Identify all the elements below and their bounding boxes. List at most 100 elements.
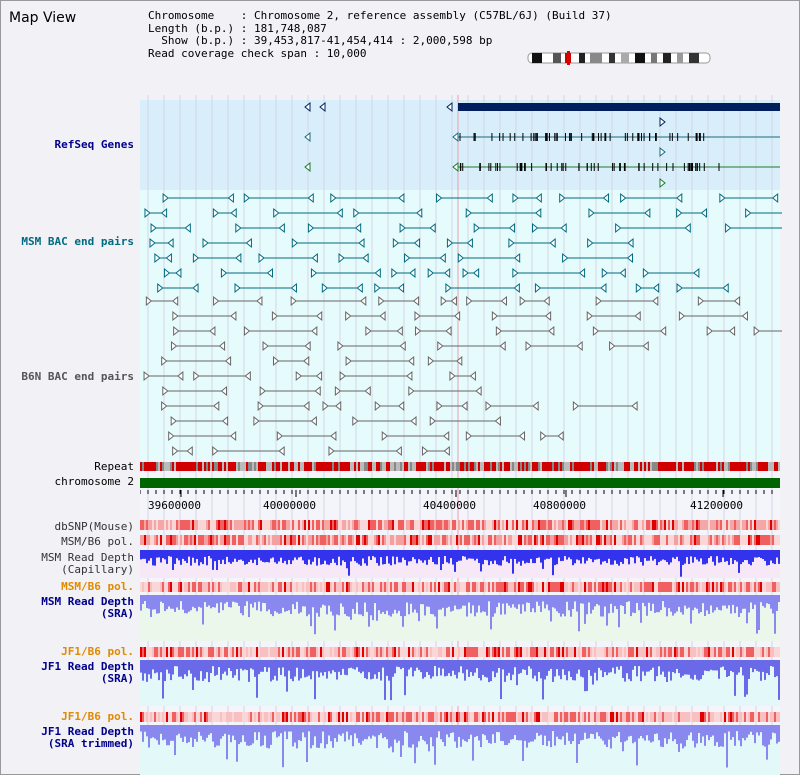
msm-sra-depth xyxy=(612,595,614,613)
msm-capillary-depth xyxy=(534,550,536,564)
dbsnp-cell xyxy=(444,520,446,530)
jf1-trimmed-depth xyxy=(254,725,256,733)
jf1-sra-depth xyxy=(612,660,614,668)
msm-capillary-depth xyxy=(752,550,754,562)
msm-sra-pol-cell xyxy=(444,582,446,592)
track-area[interactable]: 39600000 40000000 40400000 40800000 41200000 xyxy=(140,10,782,775)
b6n-bac-end xyxy=(143,370,150,382)
jf1-trim-pol-cell xyxy=(610,712,612,722)
msm-sra-depth xyxy=(252,595,254,608)
jf1-trimmed-depth xyxy=(638,725,640,739)
msm-capillary-depth xyxy=(574,550,576,564)
dbsnp-cell xyxy=(184,520,186,530)
jf1-sra-depth xyxy=(742,660,744,676)
msm-capillary-depth xyxy=(476,550,478,559)
b6n-bac-end xyxy=(548,325,555,337)
jf1-trim-pol-cell xyxy=(310,712,312,722)
refseq-track[interactable] xyxy=(304,101,780,189)
msm-sra-pol-cell xyxy=(398,582,400,592)
b6n-bac-track[interactable] xyxy=(143,295,782,457)
msm-capillary-depth xyxy=(342,550,344,561)
jf1-trim-pol-cell xyxy=(594,712,596,722)
msm-pol-cell xyxy=(148,535,150,545)
polymorphism-depth-tracks[interactable] xyxy=(140,520,780,775)
jf1-pol-cell xyxy=(346,647,348,657)
msm-capillary-depth xyxy=(188,550,190,557)
jf1-trimmed-depth xyxy=(574,725,576,734)
msm-sra-pol-cell xyxy=(264,582,266,592)
msm-pol-cell xyxy=(238,535,240,545)
jf1-trimmed-depth xyxy=(308,725,310,732)
b6n-bac-end xyxy=(495,325,503,337)
jf1-pol-cell xyxy=(242,647,244,657)
jf1-pol-cell xyxy=(354,647,356,657)
msm-bac-end xyxy=(626,252,634,264)
repeat-block xyxy=(274,462,276,471)
repeat-block xyxy=(258,462,260,471)
jf1-trim-pol-cell xyxy=(608,712,610,722)
msm-sra-pol-cell xyxy=(558,582,560,592)
jf1-trim-pol-cell xyxy=(654,712,656,722)
jf1-pol-cell xyxy=(416,647,418,657)
dbsnp-cell xyxy=(750,520,752,530)
msm-bac-end xyxy=(398,192,405,204)
msm-pol-cell xyxy=(766,535,768,545)
repeat-block xyxy=(290,462,292,471)
msm-sra-depth xyxy=(488,595,490,602)
msm-sra-depth xyxy=(444,595,446,617)
dbsnp-cell xyxy=(762,520,764,530)
dbsnp-cell xyxy=(172,520,174,530)
jf1-trimmed-depth xyxy=(296,725,298,749)
jf1-trim-pol-cell xyxy=(552,712,554,722)
chromosome-track[interactable] xyxy=(140,478,780,488)
jf1-trimmed-depth xyxy=(374,725,376,737)
msm-capillary-depth xyxy=(482,550,484,565)
msm-pol-cell xyxy=(456,535,458,545)
repeat-block xyxy=(640,462,642,471)
jf1-sra-depth xyxy=(160,660,162,673)
msm-sra-depth xyxy=(340,595,342,604)
msm-pol-cell xyxy=(274,535,276,545)
msm-sra-depth xyxy=(600,595,602,617)
msm-sra-pol-cell xyxy=(294,582,296,592)
dbsnp-cell xyxy=(202,520,204,530)
jf1-b6-pol-label: JF1/B6 pol. xyxy=(61,645,134,658)
dbsnp-cell xyxy=(742,520,744,530)
msm-capillary-depth xyxy=(590,550,592,560)
msm-sra-pol-cell xyxy=(556,582,558,592)
msm-bac-track[interactable] xyxy=(144,192,782,294)
msm-capillary-depth xyxy=(290,550,292,565)
msm-sra-depth xyxy=(318,595,320,617)
msm-capillary-depth xyxy=(696,550,698,560)
jf1-pol-cell xyxy=(534,647,536,657)
msm-sra-depth xyxy=(312,595,314,608)
jf1-trim-pol-cell xyxy=(664,712,666,722)
jf1-sra-depth xyxy=(490,660,492,682)
repeat-track[interactable] xyxy=(140,462,780,471)
msm-sra-depth xyxy=(658,595,660,613)
dbsnp-cell xyxy=(160,520,162,530)
jf1-trim-pol-cell xyxy=(560,712,562,722)
b6n-bac-end xyxy=(334,400,342,412)
jf1-trimmed-depth xyxy=(360,725,362,745)
chromosome-ideogram[interactable] xyxy=(527,51,713,65)
msm-sra-pol-cell xyxy=(158,582,160,592)
msm-sra-pol-cell xyxy=(224,582,226,592)
repeat-block xyxy=(170,462,172,471)
msm-pol-cell xyxy=(210,535,212,545)
jf1-trimmed-depth xyxy=(390,725,392,747)
msm-sra-depth xyxy=(378,595,380,611)
msm-bac-end xyxy=(600,282,607,294)
msm-bac-end xyxy=(165,252,172,264)
jf1-pol-cell xyxy=(768,647,770,657)
dbsnp-cell xyxy=(364,520,366,530)
msm-sra-depth xyxy=(208,595,210,606)
dbsnp-cell xyxy=(258,520,260,530)
msm-bac-end xyxy=(439,252,446,264)
b6n-bac-end xyxy=(374,400,382,412)
repeat-block xyxy=(364,462,366,471)
jf1-trim-pol-cell xyxy=(472,712,474,722)
msm-capillary-depth xyxy=(506,550,508,562)
msm-pol-cell xyxy=(288,535,290,545)
jf1-trim-pol-cell xyxy=(236,712,238,722)
